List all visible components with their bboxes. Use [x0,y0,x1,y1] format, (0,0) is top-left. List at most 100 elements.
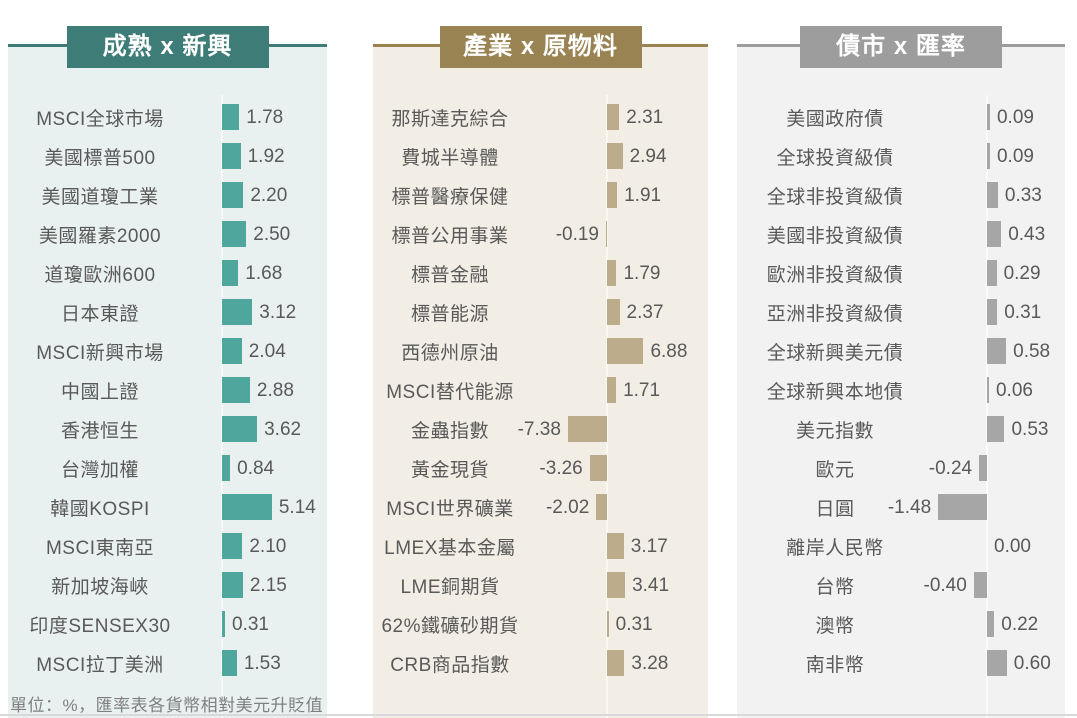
category-label: 澳幣 [815,616,855,637]
value-label: 1.68 [245,262,283,284]
value-bar [987,650,1007,676]
chart-row: 標普金融 1.79 [373,254,708,293]
chart-row: MSCI新興市場 2.04 [8,332,327,371]
chart-row: 那斯達克綜合 2.31 [373,98,708,137]
value-label: 2.37 [626,301,664,323]
category-label: 黃金現貨 [410,460,489,481]
chart-row: 標普醫療保健 1.91 [373,176,708,215]
category-label: MSCI全球市場 [36,109,164,130]
category-label: 離岸人民幣 [786,538,884,559]
category-label: 全球新興本地債 [766,382,904,403]
panel-bonds-fx: 美國政府債 0.09 全球投資級債 0.09 全球非投資級債 0.33 美國非投資級債 0.4… [737,26,1065,718]
chart-row: 美元指數 0.53 [737,410,1065,449]
category-label: MSCI新興市場 [36,343,164,364]
chart-row: 全球非投資級債 0.33 [737,176,1065,215]
value-bar [222,416,258,442]
value-bar [222,650,237,676]
value-bar [607,572,626,598]
value-label: 0.33 [1004,184,1042,206]
chart-row: 離岸人民幣 0.00 [737,527,1065,566]
zero-axis-line [986,95,988,718]
value-bar [607,611,609,637]
zero-axis-line [606,95,608,718]
chart-row: MSCI拉丁美洲 1.53 [8,644,327,683]
value-bar [222,494,272,520]
category-label: 新加坡海峽 [51,577,149,598]
panel-mature-emerging: MSCI全球市場 1.78 美國標普500 1.92 美國道瓊工業 2.20 美國羅素200… [8,26,327,718]
value-label: -0.40 [923,574,967,596]
value-bar [607,377,617,403]
value-bar [987,416,1005,442]
chart-row: CRB商品指數 3.28 [373,644,708,683]
value-label: 3.28 [631,652,669,674]
category-label: 台灣加權 [60,460,139,481]
chart-row: 歐洲非投資級債 0.29 [737,254,1065,293]
chart-row: MSCI世界礦業 -2.02 [373,488,708,527]
chart-row: 美國政府債 0.09 [737,98,1065,137]
category-label: 全球投資級債 [776,148,894,169]
panel-title: 成熟 x 新興 [66,26,269,68]
category-label: 日圓 [815,499,855,520]
category-label: 美國標普500 [44,148,156,169]
category-label: 香港恒生 [60,421,139,442]
chart-row: 南非幣 0.60 [737,644,1065,683]
value-bar [987,299,998,325]
value-label: 2.50 [253,223,291,245]
value-bar [607,260,617,286]
value-label: 1.79 [623,262,661,284]
value-bar [987,182,998,208]
zero-axis-line [221,95,223,718]
value-label: -3.26 [539,457,583,479]
value-label: 0.84 [237,457,275,479]
category-label: 道瓊歐洲600 [44,265,156,286]
category-label: 全球非投資級債 [766,187,904,208]
value-bar [987,260,997,286]
chart-row: MSCI東南亞 2.10 [8,527,327,566]
value-label: 2.04 [248,340,286,362]
chart-row: 道瓊歐洲600 1.68 [8,254,327,293]
chart-row: LME銅期貨 3.41 [373,566,708,605]
chart-row: 全球投資級債 0.09 [737,137,1065,176]
chart-row: 亞洲非投資級債 0.31 [737,293,1065,332]
value-label: 3.62 [264,418,302,440]
chart-row: 歐元 -0.24 [737,449,1065,488]
value-bar [607,299,620,325]
value-bar [222,143,241,169]
value-label: -2.02 [545,496,590,518]
value-label: 1.53 [243,652,281,674]
value-label: 0.53 [1011,418,1049,440]
panel-title: 債市 x 匯率 [800,26,1002,68]
value-bar [222,182,244,208]
chart-row: 美國標普500 1.92 [8,137,327,176]
chart-row: 標普能源 2.37 [373,293,708,332]
value-bar [607,182,618,208]
category-label: CRB商品指數 [390,655,510,676]
value-label: 2.20 [250,184,288,206]
value-bar [222,221,247,247]
category-label: LMEX基本金屬 [384,538,516,559]
value-label: 5.14 [278,496,316,518]
value-bar [987,338,1007,364]
chart-row: 美國羅素2000 2.50 [8,215,327,254]
category-label: 標普醫療保健 [391,187,509,208]
value-label: -7.38 [517,418,561,440]
category-label: 南非幣 [805,655,865,676]
category-label: 那斯達克綜合 [391,109,509,130]
value-label: 6.88 [650,340,688,362]
value-bar [596,494,607,520]
chart-row: 全球新興本地債 0.06 [737,371,1065,410]
chart-row: MSCI全球市場 1.78 [8,98,327,137]
chart-row: 澳幣 0.22 [737,605,1065,644]
chart-row: 金蟲指數 -7.38 [373,410,708,449]
value-label: 0.58 [1013,340,1051,362]
category-label: MSCI世界礦業 [386,499,514,520]
chart-row: MSCI替代能源 1.71 [373,371,708,410]
value-label: 2.15 [249,574,287,596]
category-label: 62%鐵礦砂期貨 [381,616,519,637]
value-bar [222,260,239,286]
chart-row: 全球新興美元債 0.58 [737,332,1065,371]
value-bar [567,416,607,442]
value-label: -0.19 [555,223,599,245]
value-bar [605,221,607,247]
category-label: 西德州原油 [401,343,499,364]
